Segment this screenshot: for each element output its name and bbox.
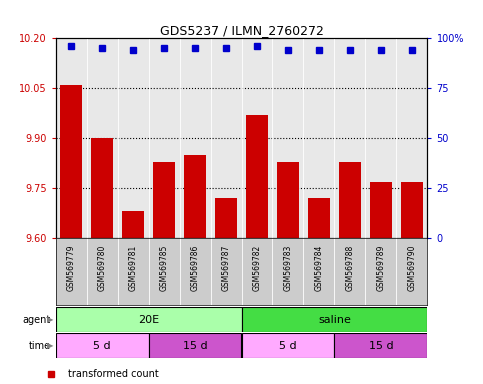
Bar bbox=[242, 333, 334, 358]
Text: GSM569782: GSM569782 bbox=[253, 245, 261, 291]
Text: GSM569788: GSM569788 bbox=[345, 245, 355, 291]
Bar bbox=[370, 182, 392, 238]
Text: transformed count: transformed count bbox=[69, 369, 159, 379]
Text: 20E: 20E bbox=[138, 314, 159, 325]
Text: 15 d: 15 d bbox=[369, 341, 393, 351]
Text: ▶: ▶ bbox=[47, 315, 53, 324]
Text: GSM569787: GSM569787 bbox=[222, 245, 230, 291]
Bar bbox=[242, 307, 427, 332]
Text: GSM569783: GSM569783 bbox=[284, 245, 293, 291]
Bar bbox=[149, 333, 242, 358]
Text: GSM569786: GSM569786 bbox=[190, 245, 199, 291]
Bar bbox=[60, 85, 82, 238]
Title: GDS5237 / ILMN_2760272: GDS5237 / ILMN_2760272 bbox=[159, 24, 324, 37]
Text: GSM569785: GSM569785 bbox=[159, 245, 169, 291]
Text: agent: agent bbox=[23, 314, 51, 325]
Bar bbox=[56, 307, 242, 332]
Text: GSM569780: GSM569780 bbox=[98, 245, 107, 291]
Bar bbox=[246, 115, 268, 238]
Text: ▶: ▶ bbox=[47, 341, 53, 350]
Bar bbox=[122, 212, 144, 238]
Bar bbox=[184, 155, 206, 238]
Text: 5 d: 5 d bbox=[93, 341, 111, 351]
Bar bbox=[56, 333, 149, 358]
Text: 15 d: 15 d bbox=[183, 341, 207, 351]
Bar bbox=[401, 182, 423, 238]
Text: 5 d: 5 d bbox=[279, 341, 297, 351]
Bar bbox=[215, 198, 237, 238]
Bar bbox=[277, 162, 299, 238]
Text: saline: saline bbox=[318, 314, 351, 325]
Text: GSM569784: GSM569784 bbox=[314, 245, 324, 291]
Text: GSM569781: GSM569781 bbox=[128, 245, 138, 291]
Text: GSM569790: GSM569790 bbox=[408, 245, 416, 291]
Bar bbox=[334, 333, 427, 358]
Text: GSM569779: GSM569779 bbox=[67, 245, 75, 291]
Text: time: time bbox=[28, 341, 51, 351]
Text: GSM569789: GSM569789 bbox=[376, 245, 385, 291]
Bar bbox=[339, 162, 361, 238]
Bar bbox=[153, 162, 175, 238]
Bar bbox=[308, 198, 330, 238]
Bar bbox=[91, 138, 113, 238]
